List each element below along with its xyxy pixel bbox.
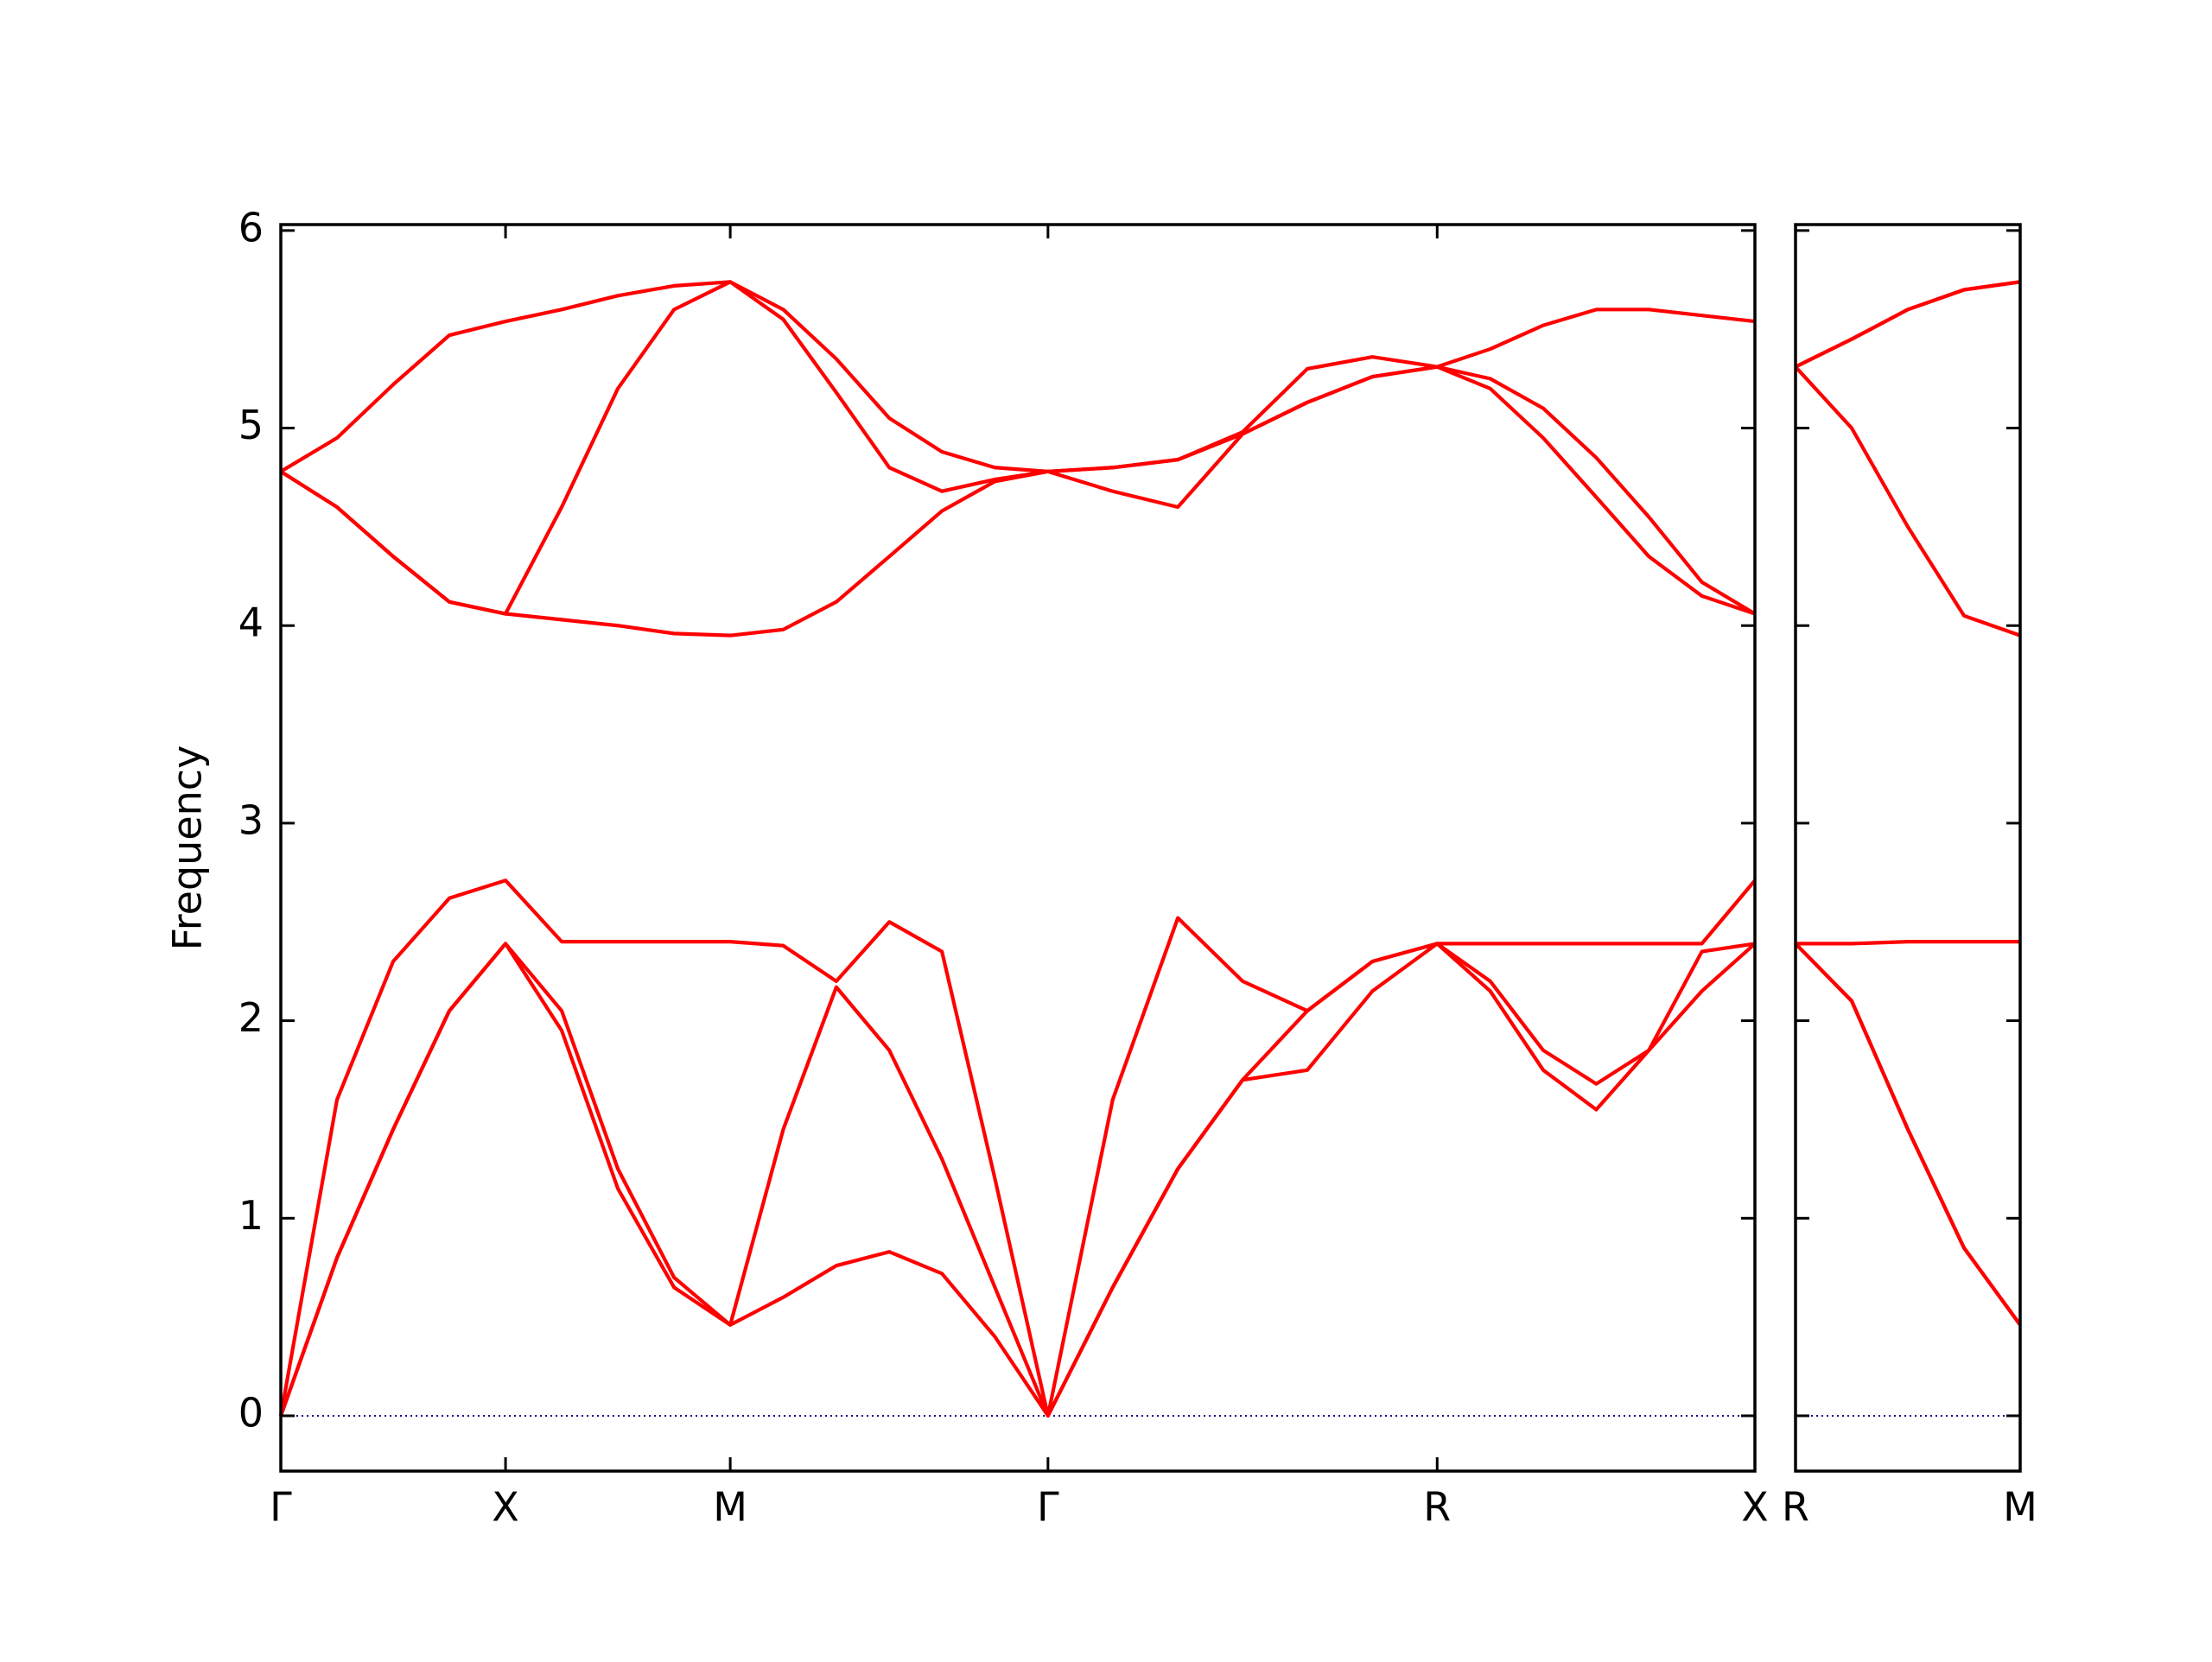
band-line [1795, 280, 2021, 369]
x-tick-label: R [1423, 1484, 1451, 1531]
plot-frame [279, 223, 1757, 1473]
band-line [279, 942, 1757, 1418]
y-tick-label: 5 [238, 402, 264, 448]
band-line [1796, 940, 2020, 946]
y-tick-label: 3 [238, 796, 264, 843]
x-tick-label: R [1782, 1484, 1809, 1531]
band-line [279, 365, 1756, 638]
band-line [1794, 365, 2021, 638]
band-line [1795, 280, 2021, 369]
band-line [1794, 942, 2022, 1327]
band-line [279, 942, 1756, 1418]
band-line [278, 879, 1757, 1418]
x-tick-label: M [713, 1484, 747, 1531]
x-tick-label: Γ [1037, 1484, 1059, 1531]
x-tick-label: M [2003, 1484, 2037, 1531]
y-tick-label: 1 [238, 1192, 264, 1239]
y-tick-label: 4 [238, 599, 264, 646]
band-line [1794, 942, 2022, 1327]
band-line [279, 280, 1757, 616]
y-axis-label: Frequency [164, 745, 211, 951]
band-line [279, 280, 1756, 473]
x-tick-label: X [492, 1484, 519, 1531]
x-tick-label: Γ [270, 1484, 292, 1531]
plot-frame [1794, 223, 2022, 1473]
y-tick-label: 6 [238, 204, 264, 251]
y-tick-label: 0 [238, 1389, 264, 1436]
x-tick-label: X [1741, 1484, 1769, 1531]
y-tick-label: 2 [238, 994, 264, 1041]
